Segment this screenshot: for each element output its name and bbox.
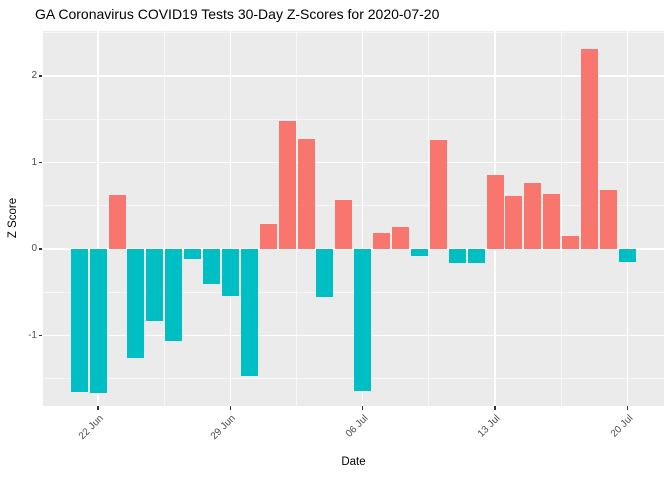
- y-tick-mark: [39, 75, 42, 77]
- gridline-minor-vertical: [428, 31, 430, 406]
- bar-10-jul: [429, 140, 447, 249]
- bar-14-jul: [505, 196, 523, 249]
- bar-21-jun: [70, 249, 88, 392]
- x-tick-label: 29 Jun: [209, 413, 239, 443]
- y-tick-label: 1: [31, 156, 37, 168]
- gridline-major-vertical: [97, 31, 99, 406]
- bar-05-jul: [335, 199, 353, 249]
- bar-30-jun: [240, 249, 258, 377]
- bar-28-jun: [203, 249, 220, 284]
- gridline-minor-horizontal: [43, 291, 664, 293]
- gridline-minor-horizontal: [43, 118, 664, 120]
- gridline-major-vertical: [361, 31, 364, 406]
- bar-19-jul: [599, 190, 617, 249]
- bar-12-jul: [467, 249, 485, 263]
- x-tick-mark: [229, 406, 232, 410]
- gridline-major-horizontal: [43, 161, 664, 164]
- bar-15-jul: [524, 183, 542, 249]
- bar-24-jun: [127, 249, 145, 358]
- bar-16-jul: [543, 193, 561, 249]
- chart-title: GA Coronavirus COVID19 Tests 30-Day Z-Sc…: [35, 6, 440, 22]
- gridline-minor-vertical: [560, 31, 562, 406]
- y-axis-title: Z Score: [7, 197, 19, 239]
- gridline-major-horizontal: [43, 334, 664, 337]
- bar-07-jul: [373, 233, 391, 249]
- bar-13-jul: [486, 174, 504, 249]
- gridline-major-vertical: [626, 31, 629, 406]
- y-tick-label: 0: [31, 243, 37, 254]
- x-tick-mark: [494, 406, 496, 410]
- x-tick-label: 06 Jul: [343, 413, 371, 440]
- bar-09-jul: [410, 249, 428, 256]
- gridline-major-vertical: [229, 31, 232, 406]
- y-tick-label: -1: [28, 329, 37, 341]
- x-tick-label: 22 Jun: [76, 413, 106, 443]
- y-tick-mark: [39, 334, 42, 337]
- bar-03-jul: [297, 139, 315, 249]
- x-tick-mark: [97, 406, 99, 410]
- x-tick-label: 13 Jul: [476, 413, 503, 440]
- bar-11-jul: [448, 249, 466, 263]
- bar-23-jun: [108, 194, 126, 249]
- y-tick-mark: [39, 248, 42, 250]
- x-axis-title: Date: [341, 456, 366, 468]
- bar-22-jun: [89, 249, 107, 393]
- gridline-minor-vertical: [163, 31, 165, 406]
- bar-29-jun: [221, 249, 239, 296]
- bar-01-jul: [259, 223, 277, 249]
- gridline-minor-vertical: [296, 31, 297, 406]
- plot-panel: [43, 31, 664, 406]
- x-tick-mark: [361, 406, 364, 410]
- gridline-minor-horizontal: [43, 205, 664, 207]
- bar-06-jul: [354, 249, 372, 391]
- x-tick-label: 20 Jul: [608, 413, 636, 440]
- y-tick-label: 2: [31, 70, 37, 81]
- bar-18-jul: [581, 49, 598, 249]
- gridline-minor-horizontal: [43, 32, 664, 34]
- gridline-major-horizontal: [43, 248, 664, 250]
- y-tick-mark: [39, 161, 42, 164]
- bar-26-jun: [165, 249, 183, 341]
- bar-04-jul: [316, 249, 334, 298]
- bar-08-jul: [392, 227, 409, 249]
- bar-25-jun: [146, 249, 164, 321]
- bar-20-jul: [618, 249, 636, 262]
- x-tick-mark: [626, 406, 629, 410]
- bar-27-jun: [184, 249, 202, 260]
- bar-17-jul: [562, 236, 580, 249]
- gridline-minor-horizontal: [43, 378, 664, 380]
- bar-02-jul: [278, 120, 296, 249]
- gridline-major-horizontal: [43, 75, 664, 77]
